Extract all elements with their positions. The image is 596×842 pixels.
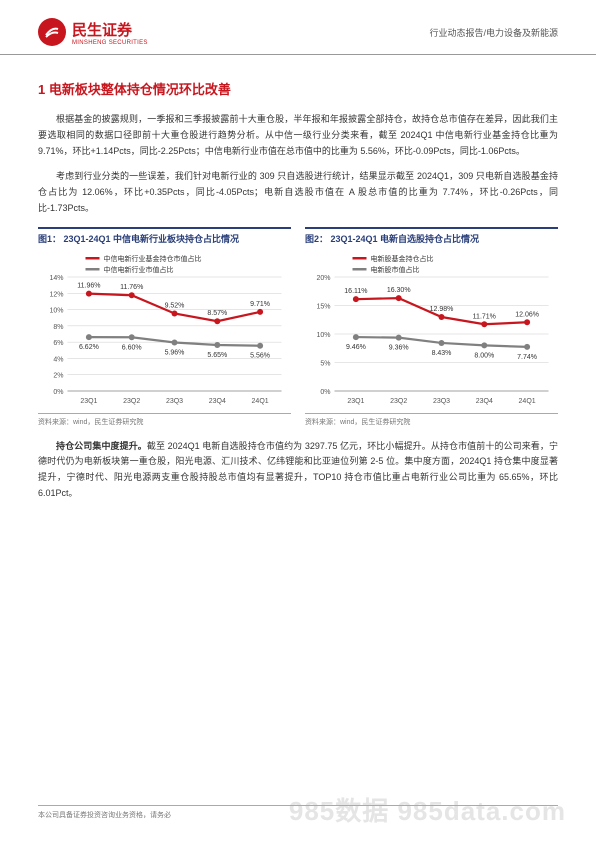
svg-text:9.71%: 9.71% bbox=[250, 300, 270, 307]
svg-text:5.56%: 5.56% bbox=[250, 352, 270, 359]
svg-text:20%: 20% bbox=[316, 275, 330, 282]
svg-text:5.65%: 5.65% bbox=[207, 351, 227, 358]
svg-text:0%: 0% bbox=[53, 389, 63, 396]
svg-text:23Q2: 23Q2 bbox=[123, 398, 140, 405]
svg-text:11.71%: 11.71% bbox=[473, 313, 496, 320]
chart-1: 图1： 23Q1-24Q1 中信电新行业板块持仓占比情况 中信电新行业基金持仓市… bbox=[38, 227, 291, 427]
logo-sub: MINSHENG SECURITIES bbox=[72, 40, 148, 46]
chart-2-footer: 资料来源：wind，民生证券研究院 bbox=[305, 413, 558, 427]
svg-text:11.96%: 11.96% bbox=[77, 282, 100, 289]
svg-text:23Q1: 23Q1 bbox=[347, 398, 364, 405]
logo: 民生证券 MINSHENG SECURITIES bbox=[38, 18, 148, 46]
svg-text:10%: 10% bbox=[316, 332, 330, 339]
logo-icon bbox=[38, 18, 66, 46]
svg-text:5.96%: 5.96% bbox=[165, 349, 185, 356]
section-heading: 1 电新板块整体持仓情况环比改善 bbox=[38, 79, 558, 98]
svg-text:16.30%: 16.30% bbox=[387, 287, 411, 294]
svg-text:5%: 5% bbox=[320, 360, 330, 367]
svg-text:23Q2: 23Q2 bbox=[390, 398, 407, 405]
svg-text:电新股基金持仓占比: 电新股基金持仓占比 bbox=[371, 254, 434, 263]
svg-text:9.36%: 9.36% bbox=[389, 344, 409, 351]
svg-text:24Q1: 24Q1 bbox=[252, 398, 269, 405]
svg-text:16.11%: 16.11% bbox=[344, 288, 367, 295]
chart-2-svg: 电新股基金持仓占比电新股市值占比 0% 5% 10% 15% 20% 23Q1 23Q2 23Q… bbox=[305, 249, 558, 409]
svg-text:9.52%: 9.52% bbox=[165, 302, 185, 309]
svg-text:12.06%: 12.06% bbox=[515, 311, 539, 318]
svg-text:中信电新行业市值占比: 中信电新行业市值占比 bbox=[104, 265, 174, 274]
svg-text:8.00%: 8.00% bbox=[474, 352, 494, 359]
svg-text:12%: 12% bbox=[49, 291, 63, 298]
chart-1-footer: 资料来源：wind，民生证券研究院 bbox=[38, 413, 291, 427]
svg-text:6.62%: 6.62% bbox=[79, 344, 99, 351]
svg-text:6%: 6% bbox=[53, 340, 63, 347]
svg-text:14%: 14% bbox=[49, 275, 63, 282]
svg-text:10%: 10% bbox=[49, 307, 63, 314]
chart-1-title: 图1： 23Q1-24Q1 中信电新行业板块持仓占比情况 bbox=[38, 227, 291, 249]
page-header: 民生证券 MINSHENG SECURITIES 行业动态报告/电力设备及新能源 bbox=[0, 0, 596, 55]
chart-2-title: 图2： 23Q1-24Q1 电新自选股持仓占比情况 bbox=[305, 227, 558, 249]
footer-left: 本公司具备证券投资咨询业务资格，请务必 bbox=[38, 810, 171, 820]
chart-1-svg: 中信电新行业基金持仓市值占比中信电新行业市值占比 0% 2% 4% 6% 8% 10% 12%… bbox=[38, 249, 291, 409]
svg-text:中信电新行业基金持仓市值占比: 中信电新行业基金持仓市值占比 bbox=[104, 254, 202, 263]
paragraph-1: 根据基金的披露规则，一季报和三季报披露前十大重仓股，半年报和年报披露全部持仓，故… bbox=[38, 112, 558, 159]
svg-text:23Q1: 23Q1 bbox=[80, 398, 97, 405]
svg-text:9.46%: 9.46% bbox=[346, 344, 366, 351]
svg-text:4%: 4% bbox=[53, 356, 63, 363]
svg-text:8.43%: 8.43% bbox=[432, 349, 452, 356]
header-right: 行业动态报告/电力设备及新能源 bbox=[429, 26, 558, 39]
svg-text:11.76%: 11.76% bbox=[120, 284, 143, 291]
svg-text:8%: 8% bbox=[53, 323, 63, 330]
logo-main: 民生证券 bbox=[72, 19, 148, 40]
svg-text:电新股市值占比: 电新股市值占比 bbox=[371, 265, 420, 274]
charts-row: 图1： 23Q1-24Q1 中信电新行业板块持仓占比情况 中信电新行业基金持仓市… bbox=[38, 227, 558, 427]
paragraph-3: 持仓公司集中度提升。截至 2024Q1 电新自选股持仓市值约为 3297.75 … bbox=[38, 439, 558, 502]
svg-text:6.60%: 6.60% bbox=[122, 344, 142, 351]
svg-text:24Q1: 24Q1 bbox=[519, 398, 536, 405]
svg-text:7.74%: 7.74% bbox=[517, 353, 537, 360]
svg-text:23Q4: 23Q4 bbox=[209, 398, 226, 405]
svg-text:15%: 15% bbox=[316, 303, 330, 310]
svg-text:23Q3: 23Q3 bbox=[166, 398, 183, 405]
svg-text:8.57%: 8.57% bbox=[207, 310, 227, 317]
svg-text:23Q4: 23Q4 bbox=[476, 398, 493, 405]
content: 1 电新板块整体持仓情况环比改善 根据基金的披露规则，一季报和三季报披露前十大重… bbox=[0, 55, 596, 502]
chart-2: 图2： 23Q1-24Q1 电新自选股持仓占比情况 电新股基金持仓占比电新股市值… bbox=[305, 227, 558, 427]
svg-text:2%: 2% bbox=[53, 372, 63, 379]
svg-text:12.98%: 12.98% bbox=[430, 306, 454, 313]
paragraph-2: 考虑到行业分类的一些误差，我们针对电新行业的 309 只自选股进行统计，结果显示… bbox=[38, 169, 558, 216]
page-footer: 本公司具备证券投资咨询业务资格，请务必 bbox=[38, 805, 558, 820]
p3-prefix: 持仓公司集中度提升。 bbox=[56, 441, 147, 451]
svg-text:0%: 0% bbox=[320, 389, 330, 396]
svg-text:23Q3: 23Q3 bbox=[433, 398, 450, 405]
